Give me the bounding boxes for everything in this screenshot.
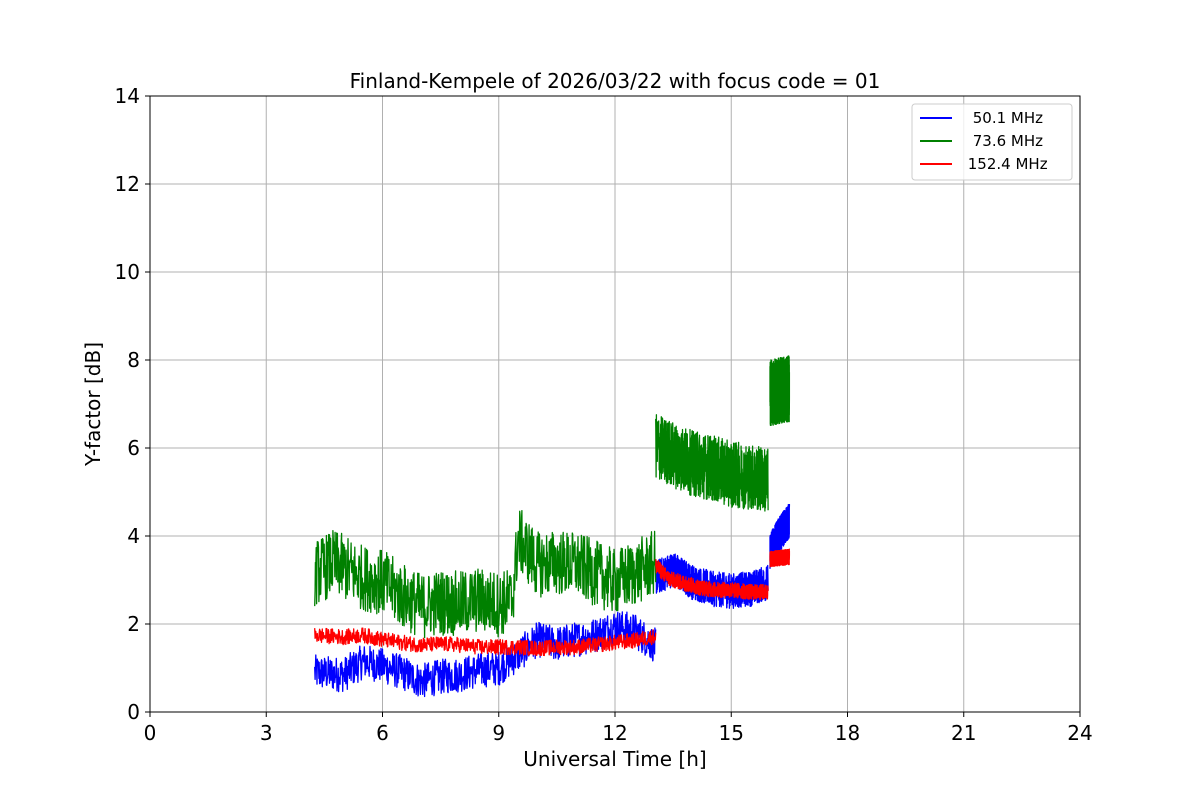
x-tick-label: 12 [602,721,627,745]
series-trace [655,553,769,609]
y-axis: 0 2 4 6 8 10 12 14 [115,84,150,724]
legend-label-73mhz: 73.6 MHz [968,132,1043,150]
x-tick-label: 24 [1067,721,1092,745]
y-tick-label: 4 [127,524,140,548]
x-tick-label: 9 [492,721,505,745]
x-tick-label: 6 [376,721,389,745]
y-tick-label: 2 [127,612,140,636]
y-tick-label: 12 [115,172,140,196]
series-trace [655,558,769,601]
legend-label-152mhz: 152.4 MHz [963,155,1048,173]
series-trace [314,611,657,698]
legend-label-50mhz: 50.1 MHz [968,109,1043,127]
y-tick-label: 10 [115,260,140,284]
x-tick-label: 18 [835,721,860,745]
legend: 50.1 MHz 73.6 MHz 152.4 MHz [911,103,1073,181]
series-trace [655,414,769,512]
legend-box [911,103,1073,181]
x-tick-label: 21 [951,721,976,745]
series-trace [314,627,657,657]
series-73-6-mhz [314,355,791,639]
y-tick-label: 8 [127,348,140,372]
x-tick-label: 3 [260,721,273,745]
x-tick-label: 15 [719,721,744,745]
y-tick-label: 14 [115,84,140,108]
y-tick-label: 6 [127,436,140,460]
x-axis: 0 3 6 9 12 15 18 21 24 [144,712,1093,745]
plot-series [314,355,791,698]
y-axis-label: Y-factor [dB] [81,342,105,467]
chart-title: Finland-Kempele of 2026/03/22 with focus… [350,69,881,93]
series-trace [314,509,657,639]
series-trace [769,355,791,427]
series-152-4-mhz [314,548,791,657]
x-tick-label: 0 [144,721,157,745]
series-trace [769,548,791,568]
x-axis-label: Universal Time [h] [523,747,706,771]
y-tick-label: 0 [127,700,140,724]
